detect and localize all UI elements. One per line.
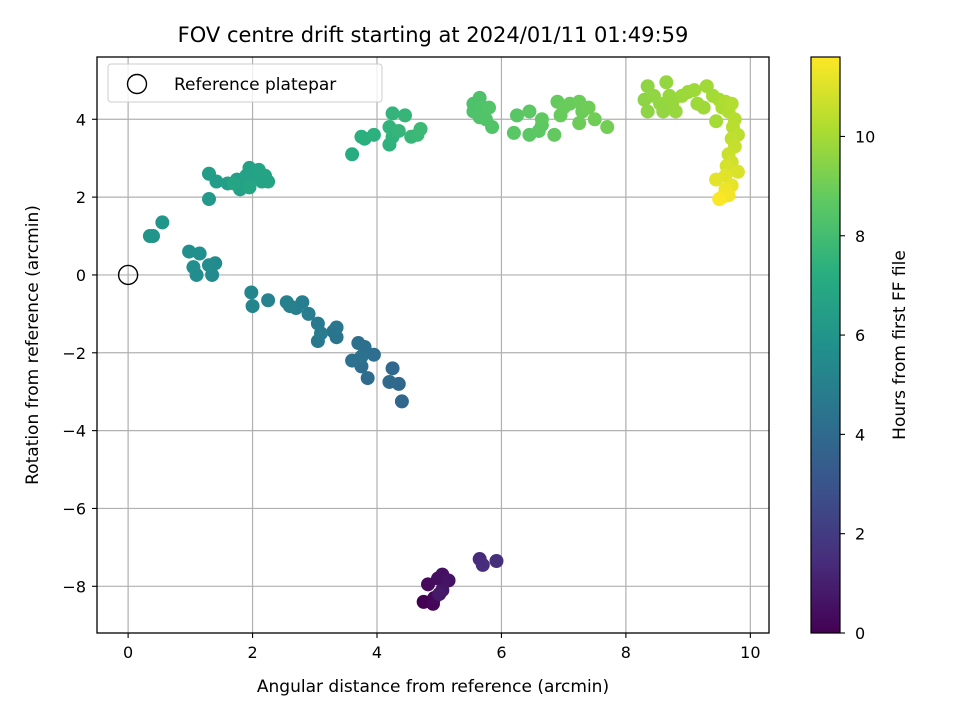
scatter-point — [522, 104, 537, 119]
scatter-point — [182, 244, 197, 259]
scatter-point — [489, 554, 504, 568]
scatter-point — [385, 106, 400, 121]
scatter-point — [354, 129, 369, 144]
scatter-point — [329, 320, 344, 335]
scatter-point — [351, 336, 366, 351]
scatter-point — [640, 104, 655, 119]
scatter-point — [394, 394, 409, 409]
x-tick-label: 2 — [247, 643, 257, 662]
data-points — [142, 75, 745, 611]
scatter-point — [668, 104, 683, 119]
x-tick-label: 0 — [123, 643, 133, 662]
scatter-point — [547, 127, 562, 142]
plot-frame — [96, 56, 770, 634]
scatter-point — [155, 215, 170, 230]
scatter-point — [724, 96, 739, 111]
reference-platepar-marker — [117, 264, 139, 286]
colorbar-ticks: 0 2 4 6 8 10 — [840, 127, 875, 643]
scatter-point — [226, 176, 241, 191]
y-tick-label: −2 — [62, 344, 86, 363]
x-tick-label: 8 — [621, 643, 631, 662]
legend-box — [107, 63, 383, 103]
scatter-point — [385, 361, 400, 376]
scatter-point — [696, 100, 711, 115]
colorbar-tick-label: 0 — [855, 624, 865, 643]
scatter-point — [366, 127, 381, 142]
x-tick-label: 4 — [372, 643, 382, 662]
scatter-point — [475, 557, 490, 572]
scatter-point — [345, 147, 360, 162]
scatter-point — [345, 353, 360, 368]
y-tick-label: −6 — [62, 499, 86, 518]
scatter-point — [659, 75, 674, 90]
scatter-point — [366, 347, 381, 362]
scatter-point — [709, 114, 724, 129]
x-axis-label: Angular distance from reference (arcmin) — [257, 677, 609, 697]
y-tick-label: −4 — [62, 422, 86, 441]
scatter-point — [244, 285, 259, 300]
y-tick-label: 4 — [76, 110, 86, 129]
scatter-point — [482, 100, 496, 115]
scatter-point — [730, 164, 745, 179]
reference-marker-layer — [117, 264, 139, 286]
scatter-point — [279, 295, 294, 310]
scatter-point — [202, 192, 216, 207]
scatter-point — [261, 174, 276, 189]
legend-reference-marker — [126, 73, 148, 95]
x-tick-label: 10 — [740, 643, 760, 662]
y-axis-ticks: −8 −6 −4 −2 0 2 4 — [62, 110, 97, 596]
scatter-point — [142, 229, 157, 244]
scatter-point — [209, 174, 224, 189]
x-axis-ticks: 0 2 4 6 8 10 — [123, 633, 761, 662]
colorbar-tick-label: 2 — [855, 525, 865, 544]
scatter-point — [587, 112, 602, 127]
scatter-point — [413, 122, 428, 136]
scatter-point — [687, 83, 702, 98]
legend: Reference platepar — [107, 63, 383, 103]
scatter-point — [510, 108, 524, 123]
scatter-point — [432, 587, 447, 602]
y-tick-label: 2 — [76, 188, 86, 207]
x-tick-label: 6 — [496, 643, 506, 662]
scatter-point — [656, 104, 671, 119]
scatter-point — [245, 299, 260, 314]
y-tick-label: −8 — [62, 577, 86, 596]
scatter-point — [314, 326, 328, 341]
colorbar-tick-label: 6 — [855, 326, 865, 345]
scatter-point — [192, 246, 207, 261]
scatter-point — [242, 180, 257, 195]
colorbar-label: Hours from first FF file — [890, 250, 910, 440]
colorbar-tick-label: 8 — [855, 227, 865, 246]
scatter-point — [709, 172, 724, 187]
y-tick-label: 0 — [76, 266, 86, 285]
colorbar-tick-label: 4 — [855, 425, 865, 444]
scatter-point — [186, 260, 201, 275]
scatter-point — [712, 192, 727, 207]
legend-label-reference-platepar: Reference platepar — [174, 75, 336, 95]
y-axis-label: Rotation from reference (arcmin) — [23, 205, 43, 485]
scatter-point — [506, 125, 521, 140]
scatter-point — [261, 293, 276, 308]
scatter-point — [581, 100, 596, 115]
colorbar-tick-label: 10 — [855, 127, 875, 146]
colorbar-gradient — [810, 56, 841, 634]
colorbar: 0 2 4 6 8 10 Hours from first FF file — [810, 56, 910, 643]
scatter-point — [360, 371, 375, 386]
scatter-point — [600, 120, 615, 135]
scatter-point — [398, 108, 412, 123]
scatter-point — [391, 123, 406, 138]
grid-lines — [97, 57, 769, 633]
chart-title: FOV centre drift starting at 2024/01/11 … — [178, 23, 689, 47]
scatter-point — [202, 258, 216, 273]
scatter-point — [534, 112, 549, 127]
scatter-point — [572, 116, 587, 131]
scatter-point — [485, 120, 500, 135]
scatter-point — [382, 374, 397, 389]
scatter-point — [301, 306, 316, 321]
